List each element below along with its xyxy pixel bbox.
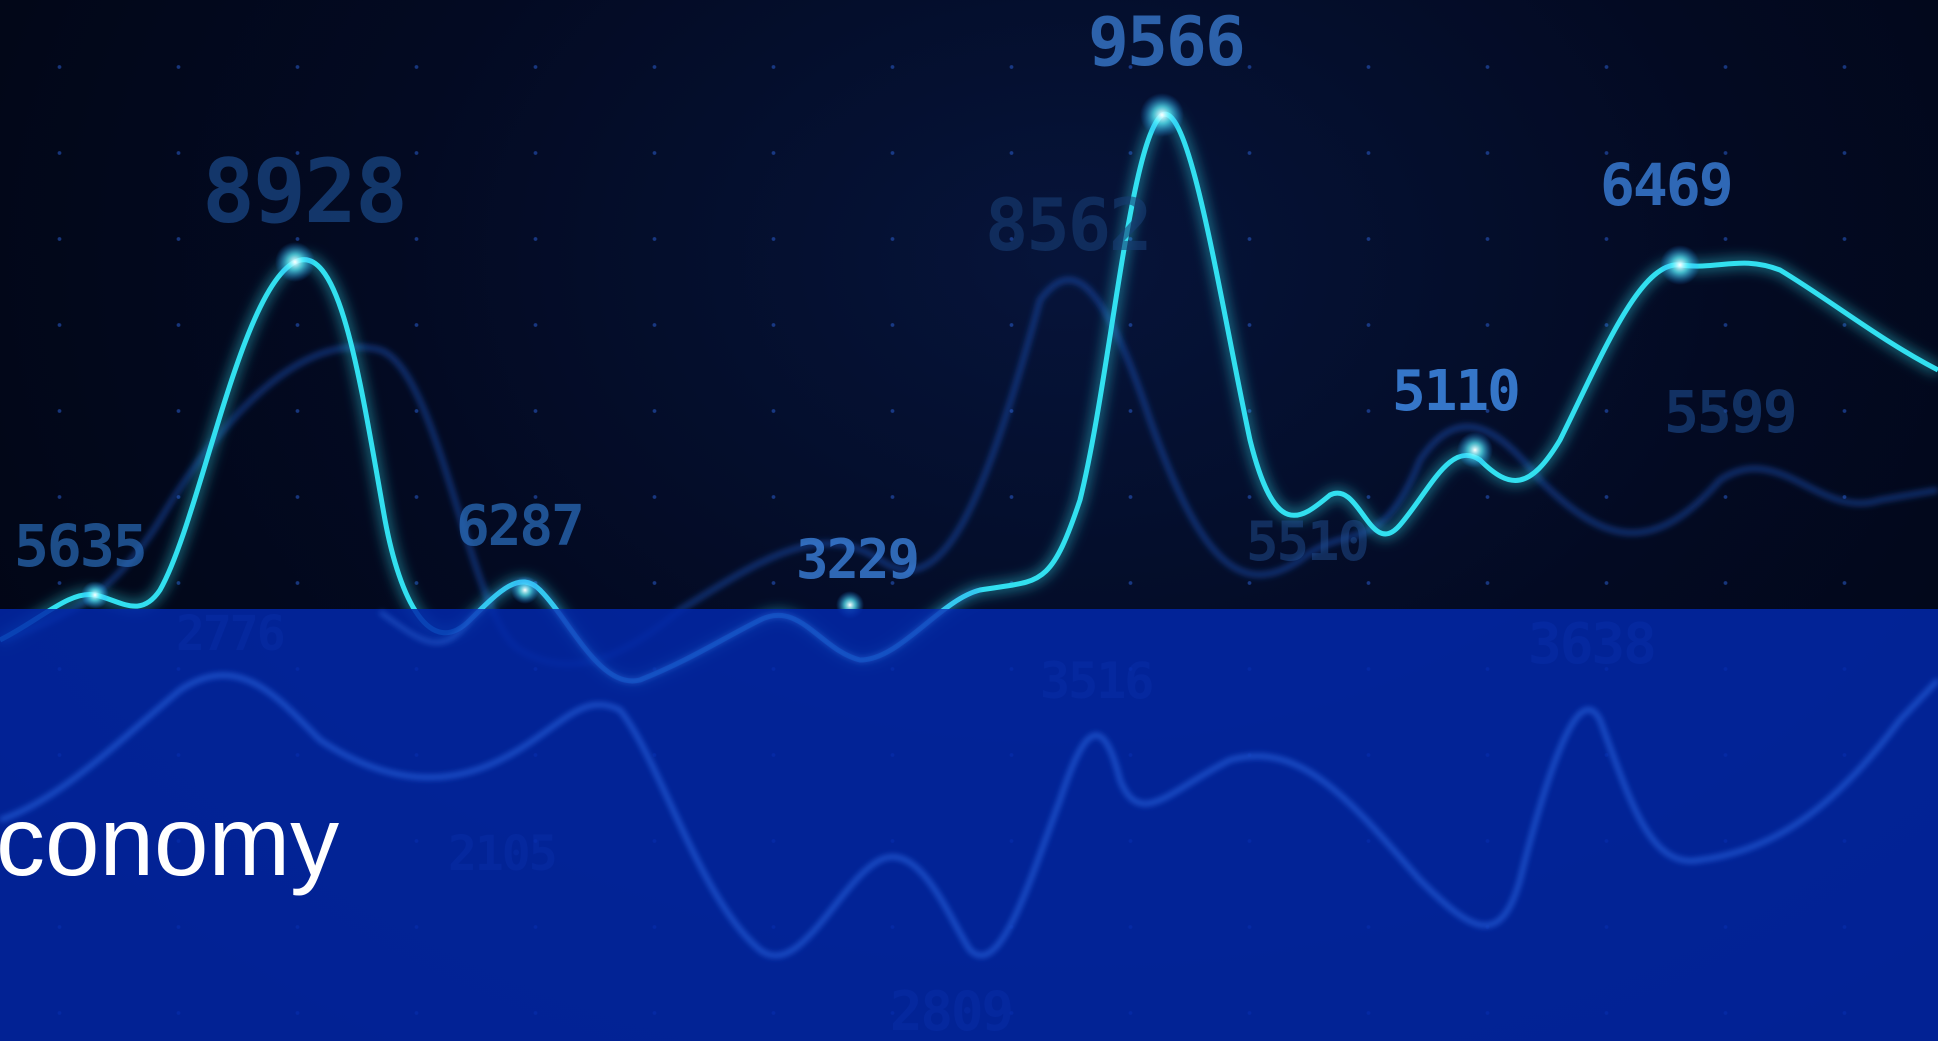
value-label: 3229 (796, 528, 918, 591)
value-label: 8562 (985, 183, 1150, 267)
peak-spot-4 (1457, 432, 1493, 468)
peak-spot-3 (1660, 245, 1700, 285)
value-label: 5110 (1392, 359, 1519, 424)
value-label: 5635 (14, 512, 146, 580)
value-label: 6287 (456, 494, 583, 559)
peak-spot-2 (275, 242, 315, 282)
peak-spot-5 (81, 581, 109, 609)
value-label: 5510 (1246, 510, 1368, 573)
value-label: 8928 (202, 140, 406, 243)
secondary-wave-upper (0, 276, 1938, 667)
value-label: 6469 (1600, 151, 1732, 219)
page-title: conomy (0, 786, 340, 896)
peak-spot-6 (511, 576, 539, 604)
primary-wave (0, 111, 1938, 684)
value-label: 9566 (1088, 3, 1244, 82)
value-label: 5599 (1664, 378, 1796, 446)
peak-spot-1 (1140, 93, 1184, 137)
